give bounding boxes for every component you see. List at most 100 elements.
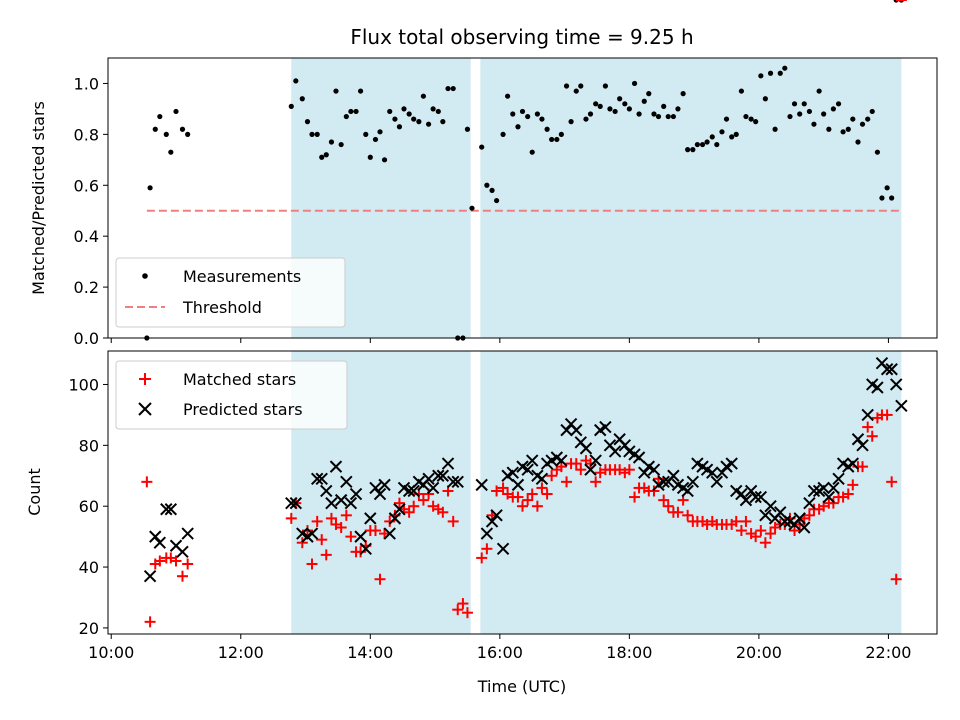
measurement-point [816, 88, 822, 94]
measurement-point [484, 182, 490, 188]
predicted-star-point [436, 469, 450, 482]
matched-star-point [335, 521, 347, 533]
measurement-point [748, 116, 754, 122]
matched-star-point [403, 506, 415, 518]
predicted-star-point [315, 472, 328, 486]
matched-star-point [803, 509, 815, 521]
measurement-point [685, 147, 691, 153]
matched-star-point [461, 607, 473, 619]
measurement-point [147, 185, 153, 191]
predicted-star-point [149, 530, 162, 543]
predicted-star-point [373, 487, 387, 501]
predicted-star-point [895, 399, 908, 412]
predicted-star-point [885, 363, 898, 376]
predicted-star-point [589, 454, 602, 467]
x-tick-label: 20:00 [736, 643, 782, 662]
predicted-star-point [759, 509, 772, 522]
measurement-point [806, 108, 813, 115]
top-x-ticks [110, 338, 889, 343]
predicted-star-point [706, 466, 719, 479]
measurement-point [314, 131, 320, 137]
measurement-point [319, 154, 325, 160]
legend-predicted-marker [138, 402, 152, 416]
measurement-point [694, 141, 700, 148]
measurement-point [680, 91, 686, 97]
matched-star-point [847, 479, 859, 491]
measurement-point [396, 124, 403, 130]
legend-measurements-marker [142, 273, 148, 279]
predicted-star-point [880, 363, 894, 376]
measurement-point [587, 111, 594, 117]
measurement-point [602, 83, 609, 89]
matched-star-point [658, 494, 670, 506]
measurement-point [593, 101, 599, 107]
measurement-point [464, 126, 471, 132]
predicted-star-point [579, 442, 593, 455]
bottom-y-ticks: 20 40 60 80 100 [68, 375, 108, 638]
predicted-star-point [710, 475, 724, 489]
matched-star-point [536, 482, 548, 494]
matched-star-point [765, 528, 777, 540]
measurement-point [626, 106, 632, 112]
measurement-point [525, 113, 531, 120]
predicted-star-point [485, 515, 499, 528]
matched-star-point [417, 494, 429, 506]
measurement-point [723, 116, 730, 122]
predicted-star-point [856, 439, 869, 452]
measurement-point [293, 78, 299, 84]
measurement-point [357, 88, 364, 94]
x-tick-label: 18:00 [606, 643, 652, 662]
measurement-point [304, 119, 311, 125]
predicted-star-point [143, 569, 157, 583]
matched-star-point [457, 598, 469, 610]
predicted-star-point [153, 536, 167, 549]
measurement-point [777, 70, 783, 76]
predicted-star-point [480, 527, 494, 540]
y-tick-label: 0.8 [74, 125, 99, 144]
bottom-axes-frame [107, 350, 938, 635]
x-tick-label: 14:00 [347, 643, 393, 662]
measurement-point [830, 106, 836, 112]
predicted-star-point [817, 481, 830, 495]
predicted-star-point [441, 457, 455, 470]
matched-star-point [755, 525, 767, 537]
measurement-point [288, 103, 294, 109]
predicted-star-point [359, 542, 372, 556]
predicted-star-point [638, 466, 651, 479]
predicted-star-point [285, 496, 298, 510]
measurement-point [323, 152, 329, 158]
bottom-y-axis-label: Count [25, 468, 44, 516]
top-legend-box [115, 257, 346, 328]
measurement-point [675, 106, 681, 112]
predicted-star-point [354, 530, 367, 543]
predicted-star-point [393, 503, 406, 516]
measurement-point [367, 154, 373, 160]
matched-star-point [340, 509, 352, 521]
predicted-star-point [681, 484, 694, 498]
measurement-point [826, 126, 832, 132]
predicted-star-point [735, 487, 748, 501]
measurement-point [772, 126, 778, 132]
predicted-star-point [608, 445, 622, 458]
x-axis-label: Time (UTC) [477, 677, 566, 696]
y-tick-label: 0.4 [74, 227, 99, 246]
measurement-point [865, 116, 871, 122]
matched-star-point [170, 555, 182, 567]
measurement-point [738, 88, 745, 94]
measurement-point [500, 131, 506, 137]
matched-star-point [590, 476, 602, 488]
predicted-star-point [555, 454, 568, 467]
predicted-star-point [774, 506, 787, 519]
matched-star-point [497, 482, 509, 494]
measurement-point [406, 111, 412, 117]
y-tick-label: 60 [79, 497, 99, 516]
x-tick-label: 16:00 [477, 643, 523, 662]
measurement-point [733, 131, 739, 137]
matched-star-point [522, 494, 534, 506]
predicted-star-point [422, 472, 435, 486]
matched-star-point [750, 531, 762, 543]
x-tick-label: 22:00 [865, 643, 911, 662]
bottom-legend: Matched stars Predicted stars [115, 360, 348, 430]
bottom-points [141, 0, 908, 628]
predicted-star-point [506, 466, 519, 479]
